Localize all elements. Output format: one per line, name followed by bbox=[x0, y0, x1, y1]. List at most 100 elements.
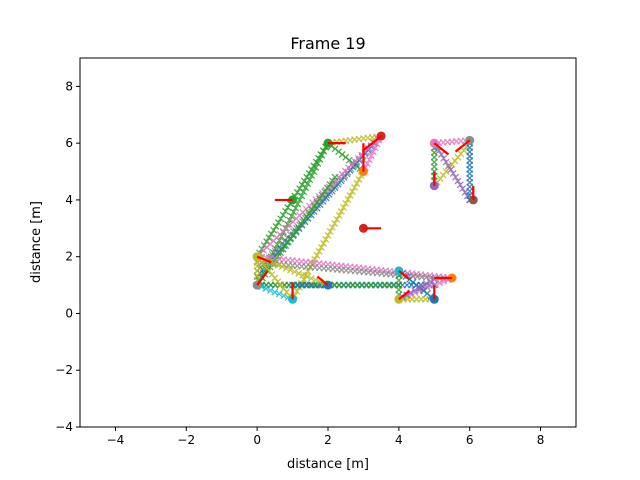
link-marker bbox=[331, 173, 339, 181]
link-marker bbox=[365, 156, 373, 164]
link-marker bbox=[436, 279, 444, 287]
link-trail bbox=[253, 258, 452, 283]
link-marker bbox=[312, 164, 320, 171]
link-marker bbox=[297, 220, 305, 228]
points-layer bbox=[252, 131, 478, 304]
link-marker bbox=[308, 172, 316, 180]
link-marker bbox=[270, 259, 278, 267]
x-tick-label: 0 bbox=[253, 433, 261, 447]
link-marker bbox=[456, 181, 464, 189]
link-marker bbox=[304, 180, 312, 188]
x-tick-label: 6 bbox=[466, 433, 474, 447]
y-tick-label: −2 bbox=[55, 363, 73, 377]
link-marker bbox=[340, 204, 347, 211]
link-marker bbox=[279, 211, 287, 219]
link-marker bbox=[310, 168, 318, 175]
x-tick-label: 8 bbox=[537, 433, 545, 447]
heading-indicator bbox=[433, 142, 450, 156]
link-marker bbox=[367, 152, 375, 160]
link-marker bbox=[291, 268, 299, 276]
heading-indicator bbox=[454, 139, 471, 153]
heading-indicator bbox=[256, 255, 272, 264]
link-marker bbox=[263, 238, 271, 246]
link-marker bbox=[266, 286, 274, 294]
y-tick-label: 6 bbox=[65, 136, 73, 150]
link-marker bbox=[326, 180, 334, 188]
link-marker bbox=[323, 184, 331, 192]
link-marker bbox=[337, 207, 345, 215]
y-tick-label: −4 bbox=[55, 420, 73, 434]
link-marker bbox=[284, 238, 292, 246]
link-marker bbox=[284, 204, 292, 211]
link-marker bbox=[287, 266, 294, 274]
link-marker bbox=[290, 231, 297, 239]
link-marker bbox=[304, 267, 312, 275]
link-marker bbox=[371, 144, 379, 152]
link-marker bbox=[305, 209, 313, 217]
link-marker bbox=[277, 215, 285, 223]
link-marker bbox=[411, 286, 419, 294]
link-marker bbox=[426, 278, 434, 286]
link-marker bbox=[303, 273, 311, 281]
heading-indicator bbox=[256, 270, 269, 286]
link-marker bbox=[314, 159, 322, 167]
link-marker bbox=[296, 196, 304, 204]
link-marker bbox=[452, 173, 460, 181]
link-marker bbox=[300, 216, 308, 224]
link-marker bbox=[282, 207, 289, 215]
x-tick-label: −4 bbox=[107, 433, 125, 447]
link-marker bbox=[306, 176, 314, 184]
link-marker bbox=[282, 242, 290, 249]
link-marker bbox=[271, 288, 279, 296]
link-marker bbox=[288, 212, 296, 220]
link-marker bbox=[326, 227, 334, 235]
link-marker bbox=[292, 227, 300, 235]
link-marker bbox=[313, 251, 321, 259]
link-marker bbox=[329, 177, 336, 185]
link-marker bbox=[282, 264, 290, 272]
link-marker bbox=[322, 235, 330, 243]
x-tick-label: 2 bbox=[324, 433, 332, 447]
link-marker bbox=[363, 160, 371, 168]
link-marker bbox=[293, 287, 301, 295]
axes-frame bbox=[79, 57, 577, 428]
link-marker bbox=[298, 192, 306, 200]
link-marker bbox=[419, 282, 426, 290]
link-marker bbox=[316, 195, 323, 203]
y-tick-label: 2 bbox=[65, 250, 73, 264]
y-tick-label: 8 bbox=[65, 79, 73, 93]
link-marker bbox=[459, 185, 467, 193]
link-marker bbox=[318, 191, 326, 199]
link-marker bbox=[278, 263, 286, 271]
link-marker bbox=[342, 200, 350, 207]
ticks-layer: −4 −2 0 2 4 6 8 −4 −2 0 2 4 6 8 bbox=[55, 79, 544, 447]
link-marker bbox=[315, 247, 323, 255]
link-marker bbox=[369, 148, 377, 156]
chart-title: Frame 19 bbox=[290, 34, 365, 53]
link-marker bbox=[300, 188, 308, 196]
heading-indicator bbox=[398, 289, 411, 301]
link-marker bbox=[324, 231, 332, 239]
link-marker bbox=[299, 271, 307, 279]
link-marker bbox=[302, 184, 310, 192]
x-axis-label: distance [m] bbox=[287, 457, 369, 472]
link-marker bbox=[287, 234, 295, 242]
link-marker bbox=[295, 224, 303, 232]
link-marker bbox=[437, 151, 445, 158]
link-marker bbox=[270, 226, 278, 234]
link-marker bbox=[442, 158, 450, 166]
link-marker bbox=[333, 215, 341, 223]
link-marker bbox=[265, 234, 273, 242]
heading-indicator bbox=[316, 275, 329, 286]
heading-indicator bbox=[362, 135, 382, 152]
link-marker bbox=[422, 280, 430, 288]
x-tick-label: 4 bbox=[395, 433, 403, 447]
y-tick-label: 0 bbox=[65, 306, 73, 320]
link-marker bbox=[308, 206, 316, 214]
link-marker bbox=[295, 269, 303, 277]
link-marker bbox=[355, 176, 363, 183]
link-marker bbox=[277, 249, 284, 257]
y-axis-label: distance [m] bbox=[29, 201, 44, 283]
link-marker bbox=[313, 198, 321, 206]
